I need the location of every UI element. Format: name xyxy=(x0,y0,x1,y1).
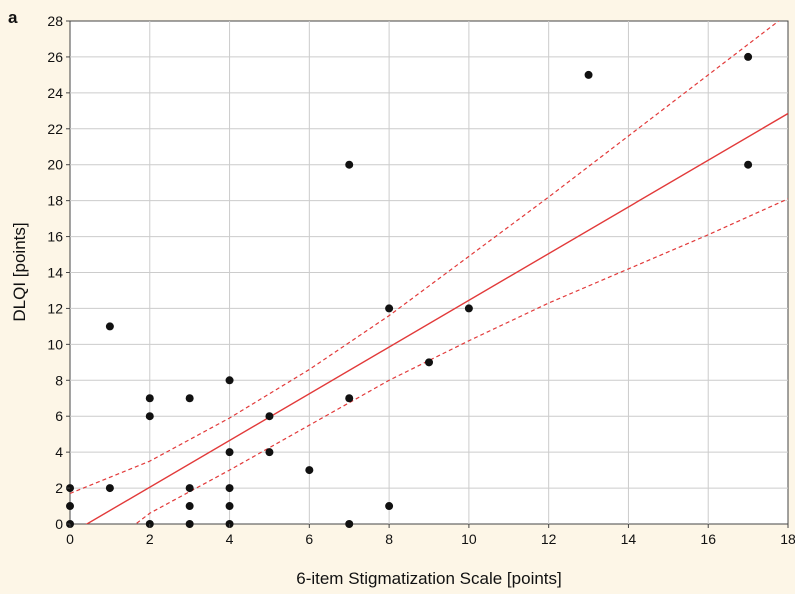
y-tick-label: 10 xyxy=(47,336,63,352)
data-point xyxy=(105,322,114,331)
x-tick-label: 4 xyxy=(226,531,234,547)
y-tick-label: 8 xyxy=(55,372,63,388)
data-point xyxy=(145,412,154,421)
data-point xyxy=(225,484,234,493)
regression-line-group xyxy=(85,112,788,524)
data-point xyxy=(385,502,394,511)
y-tick-label: 6 xyxy=(55,408,63,424)
x-tick-label: 10 xyxy=(461,531,477,547)
y-tick-label: 14 xyxy=(47,265,63,281)
confidence-band xyxy=(70,21,788,524)
data-point xyxy=(345,394,354,403)
y-tick-label: 22 xyxy=(47,121,63,137)
data-point xyxy=(265,412,274,421)
data-point xyxy=(744,52,753,61)
y-tick-label: 26 xyxy=(47,49,63,65)
y-tick-label: 18 xyxy=(47,193,63,209)
x-tick-label: 16 xyxy=(700,531,716,547)
data-points xyxy=(66,52,753,528)
data-point xyxy=(305,466,314,475)
data-point xyxy=(584,70,593,79)
data-point xyxy=(744,160,753,169)
data-point xyxy=(225,376,234,385)
x-axis-label: 6-item Stigmatization Scale [points] xyxy=(296,569,562,588)
y-tick-label: 28 xyxy=(47,13,63,29)
x-tick-label: 6 xyxy=(305,531,313,547)
y-tick-label: 12 xyxy=(47,300,63,316)
x-tick-label: 2 xyxy=(146,531,154,547)
x-tick-label: 0 xyxy=(66,531,74,547)
panel-label: a xyxy=(8,8,18,27)
data-point xyxy=(185,484,194,493)
x-tick-label: 12 xyxy=(541,531,557,547)
data-point xyxy=(265,448,274,457)
y-tick-label: 4 xyxy=(55,444,63,460)
y-tick-label: 24 xyxy=(47,85,63,101)
y-tick-label: 0 xyxy=(55,516,63,532)
confidence-band-lower xyxy=(134,198,788,524)
x-axis-ticks: 0 2 4 6 8 10 12 14 16 18 xyxy=(66,524,795,547)
x-tick-label: 8 xyxy=(385,531,393,547)
data-point xyxy=(425,358,433,367)
y-tick-label: 2 xyxy=(55,480,63,496)
regression-line xyxy=(85,112,788,524)
data-point xyxy=(185,502,194,511)
y-tick-label: 16 xyxy=(47,229,63,245)
data-point xyxy=(185,394,194,403)
data-point xyxy=(145,394,154,403)
data-point xyxy=(464,304,473,313)
y-tick-label: 20 xyxy=(47,157,63,173)
grid xyxy=(70,21,788,524)
data-point xyxy=(225,448,234,457)
data-point xyxy=(345,520,354,528)
y-axis-label: DLQI [points] xyxy=(10,222,29,321)
data-point xyxy=(225,502,234,511)
data-point xyxy=(185,520,194,528)
data-point xyxy=(105,484,114,493)
x-tick-label: 18 xyxy=(780,531,795,547)
data-point xyxy=(345,160,354,169)
data-point xyxy=(66,502,74,511)
confidence-band-upper xyxy=(70,21,780,495)
data-point xyxy=(385,304,394,313)
x-tick-label: 14 xyxy=(621,531,637,547)
